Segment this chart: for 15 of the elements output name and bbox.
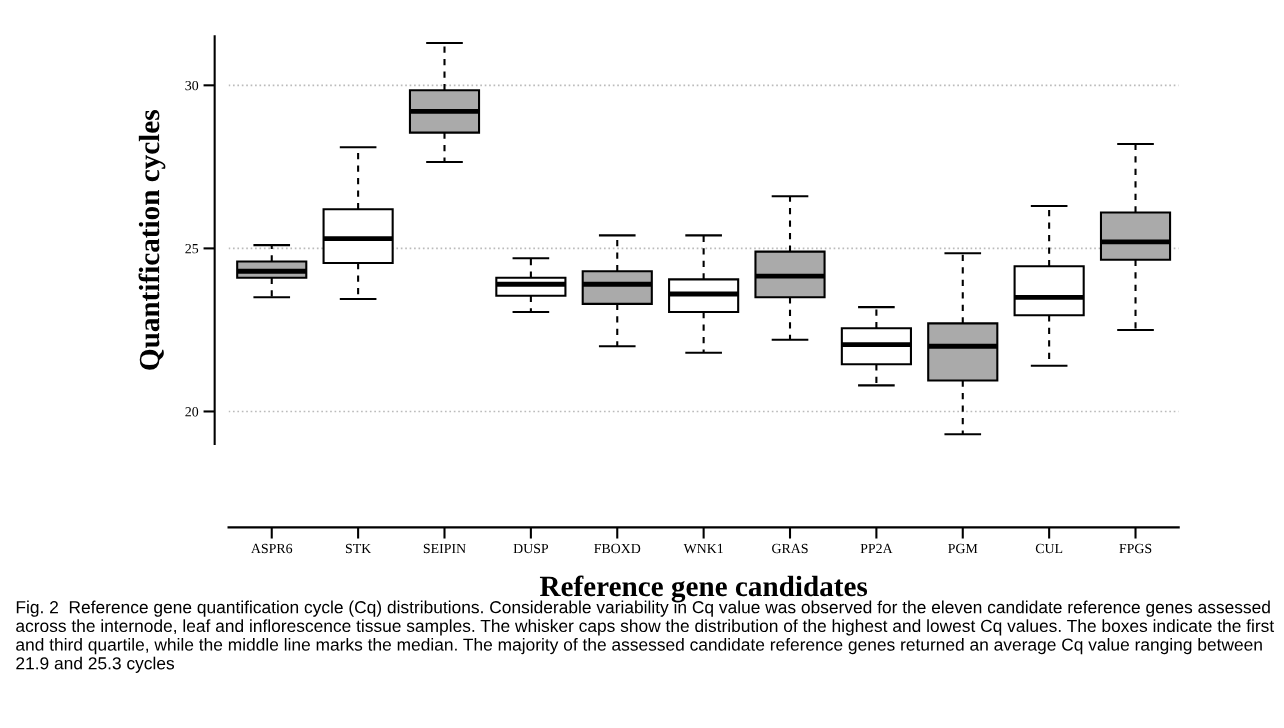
x-tick-label: CUL (1035, 543, 1063, 554)
y-tick-label: 25 (185, 244, 199, 254)
x-tick-label: SEIPIN (423, 543, 466, 554)
x-tick-label: FBOXD (594, 543, 641, 554)
x-tick-label: DUSP (513, 543, 549, 554)
x-tick-label: PGM (948, 543, 978, 554)
x-tick-label: PP2A (860, 543, 893, 554)
y-tick-label: 20 (185, 407, 199, 417)
x-tick-label: GRAS (772, 543, 808, 554)
y-axis-title: Quantification cycles (138, 110, 166, 370)
x-tick-label: STK (345, 543, 372, 554)
x-tick-label: WNK1 (683, 543, 723, 554)
y-tick-label: 30 (185, 80, 199, 91)
x-tick-label: ASPR6 (251, 543, 293, 554)
x-tick-label: FPGS (1119, 543, 1152, 554)
